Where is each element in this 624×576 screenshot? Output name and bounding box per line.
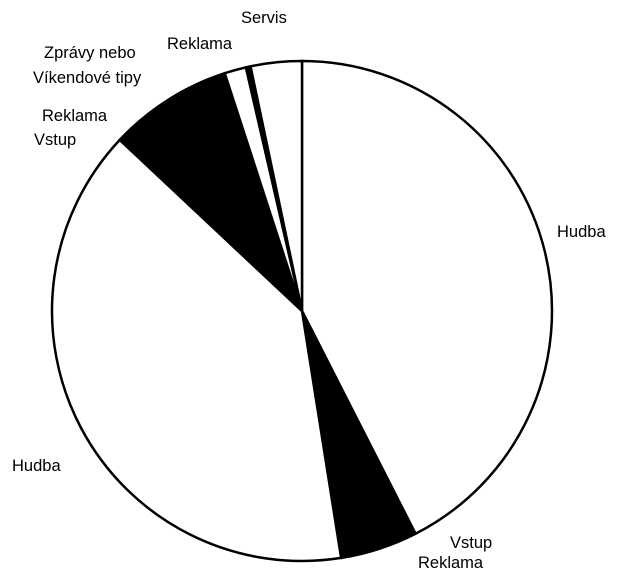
pie-slice-4: [117, 71, 304, 312]
pie-labels: Hudba Vstup Reklama Hudba Reklama Vstup …: [12, 9, 606, 572]
label-hudba-left: Hudba: [12, 457, 61, 475]
pie-slices: [50, 59, 554, 563]
label-zpravy: Zprávy nebo: [44, 44, 136, 62]
label-reklama-top: Reklama: [167, 35, 233, 53]
label-vstup-left: Vstup: [34, 131, 76, 149]
label-servis: Servis: [241, 9, 287, 27]
label-vikendove: Víkendové tipy: [33, 69, 142, 87]
pie-slice-3: [50, 138, 343, 563]
label-vstup-bottom: Vstup: [450, 534, 492, 552]
label-hudba-right: Hudba: [557, 223, 606, 241]
pie-slice-7: [249, 59, 304, 312]
label-reklama-left: Reklama: [42, 107, 108, 125]
pie-slice-1: [300, 59, 554, 536]
label-reklama-bottom: Reklama: [418, 554, 484, 572]
